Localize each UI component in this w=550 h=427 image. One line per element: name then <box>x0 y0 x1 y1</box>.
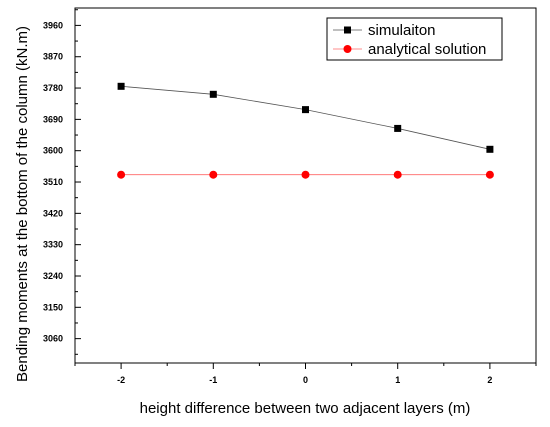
data-point-0-1 <box>209 90 217 98</box>
legend-marker-analytical <box>343 45 352 53</box>
legend-box <box>326 17 503 61</box>
y-tick-label: 3870 <box>43 52 63 62</box>
x-tick-label: -1 <box>209 375 217 385</box>
x-tick-label: -2 <box>117 375 125 385</box>
y-tick-label: 3240 <box>43 271 63 281</box>
y-tick-label: 3420 <box>43 208 63 218</box>
y-tick-label: 3510 <box>43 177 63 187</box>
y-axis-title: Bending moments at the bottom of the col… <box>14 26 31 382</box>
legend: simulaiton analytical solution <box>326 17 503 61</box>
data-point-0-0 <box>117 82 125 90</box>
data-point-1-2 <box>301 170 310 179</box>
legend-label-simulation: simulaiton <box>368 22 436 39</box>
y-tick-label: 3960 <box>43 20 63 30</box>
y-tick-label: 3150 <box>43 302 63 312</box>
x-tick-label: 2 <box>487 375 492 385</box>
y-tick-label: 3690 <box>43 114 63 124</box>
y-tick-label: 3060 <box>43 334 63 344</box>
legend-marker-simulation <box>344 26 351 34</box>
y-tick-label: 3780 <box>43 83 63 93</box>
data-point-1-4 <box>485 170 494 179</box>
series-layer <box>117 82 494 179</box>
data-point-0-3 <box>394 124 402 132</box>
plot-frame <box>74 7 537 364</box>
x-axis-title: height difference between two adjacent l… <box>140 400 471 417</box>
x-tick-label: 0 <box>303 375 308 385</box>
data-point-0-4 <box>486 145 494 153</box>
y-tick-label: 3600 <box>43 146 63 156</box>
data-point-1-0 <box>117 170 126 179</box>
x-axis-ticks: -2 -1 0 1 2 <box>74 363 537 385</box>
data-point-1-3 <box>393 170 402 179</box>
x-tick-label: 1 <box>395 375 400 385</box>
legend-label-analytical: analytical solution <box>368 41 486 58</box>
series-line-0 <box>121 85 490 150</box>
data-point-1-1 <box>209 170 218 179</box>
y-tick-label: 3330 <box>43 240 63 250</box>
y-axis-ticks: 3060 3150 3240 3330 3420 3510 3600 3690 3780 3870… <box>43 9 81 355</box>
data-point-0-2 <box>302 106 309 114</box>
